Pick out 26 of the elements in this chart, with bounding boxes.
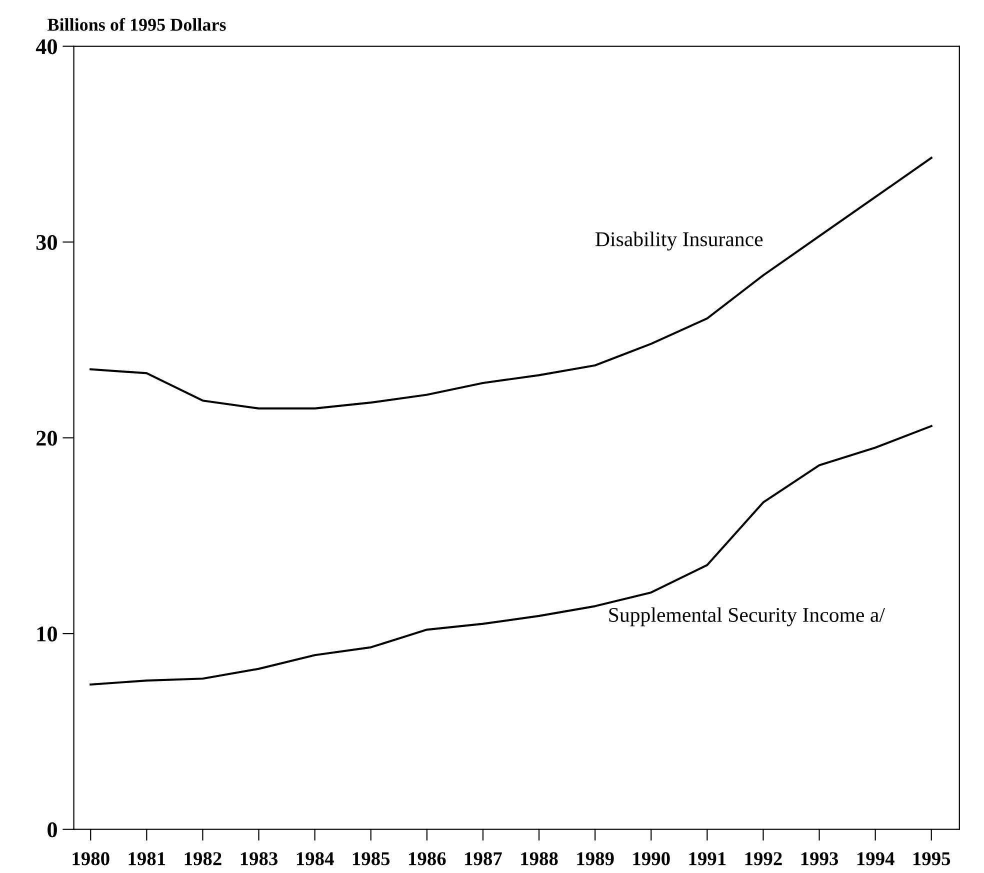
x-tick-label: 1994: [857, 852, 894, 866]
x-tick-label: 1981: [128, 852, 166, 866]
line-series: [90, 425, 932, 686]
x-tick-label: 1990: [633, 852, 670, 866]
x-tick-label: 1983: [240, 852, 278, 866]
x-tick-label: 1993: [801, 852, 838, 866]
series-label: Supplemental Security Income a/: [609, 607, 885, 626]
x-tick-label: 1984: [296, 852, 334, 866]
x-tick-label: 1986: [409, 852, 446, 866]
y-tick-label: 30: [36, 234, 57, 250]
y-tick-label: 10: [37, 626, 57, 642]
series-label: Disability Insurance: [596, 232, 763, 251]
x-tick-label: 1989: [577, 852, 614, 866]
y-tick-label: 0: [48, 822, 57, 838]
y-tick-label: 20: [36, 430, 57, 446]
y-axis-title: Billions of 1995 Dollars: [48, 18, 226, 31]
y-tick-label: 40: [36, 39, 57, 54]
line-series: [90, 156, 932, 410]
x-tick-label: 1991: [689, 852, 726, 866]
x-tick-label: 1988: [521, 852, 558, 866]
x-tick-label: 1992: [745, 852, 782, 866]
x-tick-label: 1982: [184, 852, 222, 866]
x-tick-label: 1995: [913, 852, 950, 866]
x-tick-label: 1980: [72, 852, 110, 866]
x-tick-label: 1985: [352, 852, 390, 866]
x-tick-label: 1987: [465, 852, 502, 866]
